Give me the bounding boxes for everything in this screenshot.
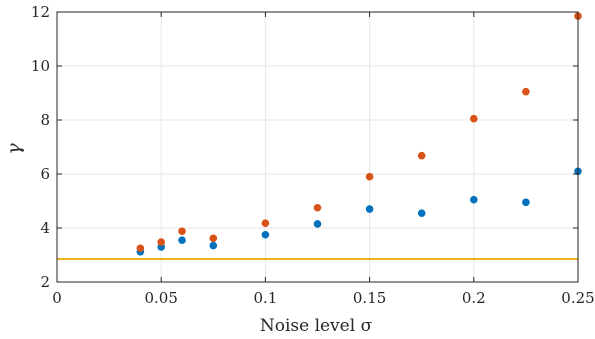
series-2-point [470, 114, 478, 123]
x-tick-label: 0.25 [561, 289, 594, 307]
y-tick-label: 12 [31, 3, 50, 21]
y-tick-label: 8 [40, 111, 50, 129]
series-2-point [313, 203, 322, 212]
x-tick-label: 0.15 [353, 289, 386, 307]
y-tick-label: 4 [40, 219, 50, 237]
axis-ticks [56, 11, 579, 283]
series-1-point [178, 236, 186, 244]
series-1-point [313, 220, 322, 228]
series-2-point [522, 87, 530, 96]
series-1-point [522, 198, 530, 207]
axes-box [56, 11, 579, 283]
grid [56, 11, 579, 283]
y-tick-label: 10 [31, 57, 50, 75]
x-axis-label: Noise level σ [260, 316, 373, 336]
y-tick-label: 2 [40, 273, 50, 291]
y-tick-labels: 2 4 6 8 10 12 [31, 3, 50, 291]
series-2-point [157, 238, 165, 246]
x-tick-labels: 0 0.05 0.1 0.15 0.2 0.25 [52, 289, 594, 307]
series-2-point [261, 219, 270, 227]
series-1-point [209, 241, 218, 250]
x-tick-label: 0.1 [253, 289, 277, 307]
y-tick-label: 6 [40, 165, 50, 183]
series-1-point [417, 209, 426, 217]
series-2-point [365, 172, 374, 181]
series-2-point [209, 234, 218, 243]
series-2-point [136, 244, 145, 253]
series-1-point [470, 195, 478, 204]
x-tick-label: 0.2 [462, 289, 486, 307]
x-tick-label: 0.05 [144, 289, 177, 307]
series-2-point [417, 151, 426, 160]
series-2-point [178, 227, 186, 236]
series-1-point [261, 230, 270, 239]
y-axis-label: γ [3, 143, 25, 155]
series-1-point [365, 205, 374, 213]
data-points [136, 12, 582, 256]
x-tick-label: 0 [52, 289, 62, 307]
